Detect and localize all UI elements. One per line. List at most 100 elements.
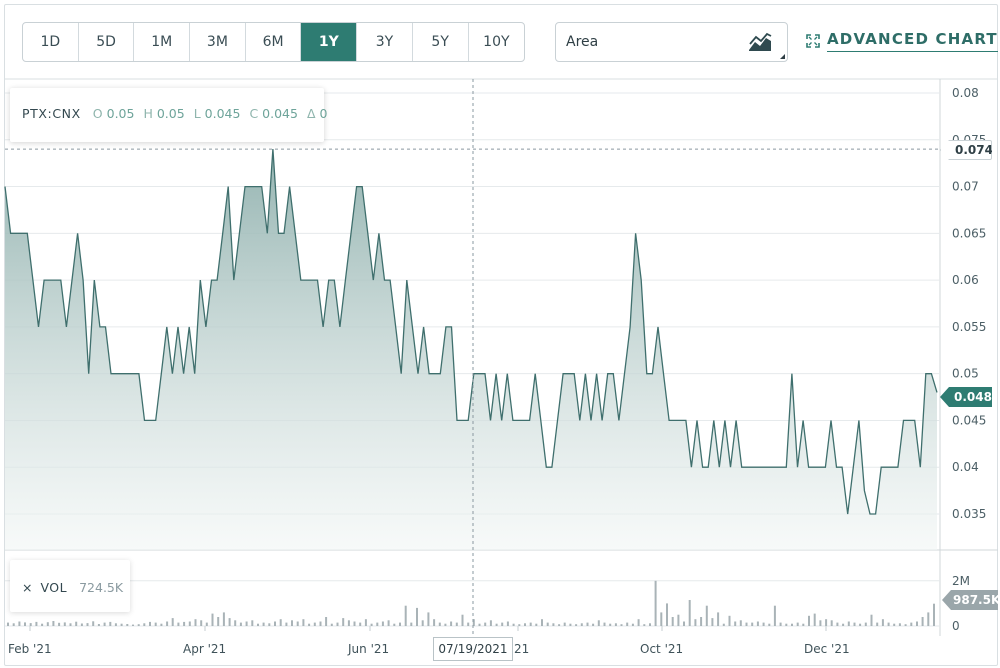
range-3y-button[interactable]: 3Y <box>357 23 413 61</box>
volume-bar <box>722 623 725 626</box>
volume-bar <box>484 622 487 626</box>
volume-bar <box>177 622 180 626</box>
chart-frame <box>4 4 998 666</box>
volume-bar <box>404 605 407 626</box>
x-tick-label: Oct '21 <box>640 642 683 656</box>
volume-bar <box>86 623 89 626</box>
volume-bar <box>620 624 623 626</box>
volume-bar <box>893 623 896 626</box>
volume-bar <box>330 623 333 626</box>
volume-bar <box>472 619 475 626</box>
volume-bar <box>120 623 123 626</box>
volume-bar <box>444 623 447 626</box>
range-6m-button[interactable]: 6M <box>246 23 302 61</box>
volume-bar <box>512 623 515 626</box>
legend-open-value: 0.05 <box>106 106 135 121</box>
volume-bar <box>506 621 509 626</box>
volume-bar <box>541 619 543 626</box>
volume-bar <box>592 623 595 626</box>
chart-type-select[interactable]: Area <box>555 22 788 62</box>
close-volume-icon[interactable]: × <box>22 580 33 595</box>
legend-change-label: Δ <box>306 106 316 121</box>
volume-bar <box>7 622 9 626</box>
volume-bar <box>410 622 413 626</box>
volume-bar <box>478 623 481 626</box>
last-price-tag: 0.048 <box>940 387 992 407</box>
volume-bar <box>296 621 299 626</box>
volume-bar <box>836 622 839 626</box>
volume-bar <box>342 618 345 626</box>
volume-bar <box>569 623 572 626</box>
price-area <box>5 149 937 550</box>
volume-bar <box>63 622 66 626</box>
legend-symbol: PTX:CNX <box>22 106 81 121</box>
volume-bar <box>745 622 748 626</box>
price-line <box>4 149 938 515</box>
volume-bar <box>376 622 379 626</box>
volume-bar <box>222 612 225 626</box>
crosshair-date-tag: 07/19/2021 <box>433 637 513 661</box>
volume-bar <box>898 623 901 626</box>
x-tick-label: Dec '21 <box>804 642 850 656</box>
advanced-chart-link[interactable]: ADVANCED CHART <box>806 30 998 56</box>
legend-open-label: O <box>92 106 103 121</box>
volume-bar <box>80 623 83 626</box>
volume-bar <box>614 623 617 626</box>
legend-high-label: H <box>143 106 153 121</box>
volume-bar <box>46 622 49 626</box>
volume-bar <box>251 620 254 626</box>
volume-bar <box>575 624 578 626</box>
volume-bar <box>529 622 532 626</box>
volume-bar <box>228 618 231 626</box>
volume-bar <box>802 623 805 626</box>
range-1d-button[interactable]: 1D <box>23 23 79 61</box>
volume-bar <box>285 622 288 626</box>
volume-bar <box>773 605 776 626</box>
legend-change-value: 0 <box>319 106 328 121</box>
volume-bar <box>853 622 856 626</box>
volume-bar <box>683 621 685 626</box>
volume-bar <box>910 622 913 626</box>
volume-bar <box>97 624 100 626</box>
volume-bar <box>580 623 583 626</box>
volume-bar <box>433 619 436 626</box>
volume-bar <box>393 623 396 626</box>
volume-bar <box>546 622 549 626</box>
volume-bar <box>631 623 634 626</box>
legend-high-value: 0.05 <box>156 106 185 121</box>
range-5d-button[interactable]: 5D <box>79 23 135 61</box>
volume-bar <box>313 622 316 626</box>
volume-bar <box>18 621 21 626</box>
chart-type-label: Area <box>566 34 599 50</box>
chart-toolbar: 1D 5D 1M 3M 6M 1Y 3Y 5Y 10Y Area ADVANCE… <box>0 0 1000 78</box>
range-5y-button[interactable]: 5Y <box>413 23 469 61</box>
volume-bar <box>609 623 612 626</box>
range-10y-button[interactable]: 10Y <box>483 34 510 50</box>
volume-bar <box>495 623 498 626</box>
volume-bar <box>399 622 401 626</box>
volume-bar <box>842 623 845 626</box>
volume-bar <box>597 620 600 626</box>
dropdown-corner-icon <box>780 54 785 59</box>
volume-bar <box>217 617 220 626</box>
volume-bar <box>921 617 924 626</box>
volume-bar <box>808 615 810 626</box>
range-1y-button[interactable]: 1Y <box>301 23 358 61</box>
volume-bar <box>188 621 191 626</box>
volume-bar <box>700 617 703 626</box>
volume-bar <box>887 622 890 626</box>
range-3m-button[interactable]: 3M <box>190 23 246 61</box>
volume-bar <box>819 620 822 626</box>
volume-bar <box>796 622 799 626</box>
volume-bar <box>262 622 265 626</box>
volume-bar <box>734 621 737 626</box>
legend-close-value: 0.045 <box>262 106 298 121</box>
price-tick-label: 0.065 <box>952 226 986 240</box>
range-1m-button[interactable]: 1M <box>134 23 191 61</box>
volume-legend: × VOL 724.5K <box>10 560 130 612</box>
last-volume-tag: 987.5K <box>942 590 998 610</box>
volume-bar <box>654 580 657 626</box>
volume-bar <box>52 621 55 626</box>
volume-bar <box>166 621 169 626</box>
